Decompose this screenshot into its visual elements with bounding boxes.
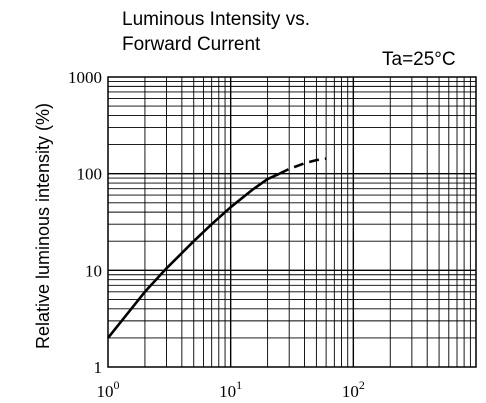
y-tick-label-1000: 1000 [68,68,102,87]
y-tick-label-100: 100 [77,165,103,184]
y-tick-labels: 1 10 100 1000 [68,68,102,377]
x-tick-labels: 100 101 102 [97,378,365,401]
y-tick-label-10: 10 [85,261,102,280]
y-axis-label: Relative luminous intensity (%) [33,103,53,349]
x-tick-label-10-0: 100 [97,378,120,401]
y-tick-label-1: 1 [94,358,103,377]
x-tick-label-10-1: 101 [219,378,242,401]
series-group [106,157,327,339]
series-line-dashed [278,157,327,175]
chart-title-line1: Luminous Intensity vs. [122,9,310,30]
chart-title-line2: Forward Current [122,34,261,55]
plot-frame [107,76,477,368]
x-tick-label-10-2: 102 [342,378,365,401]
temperature-annotation: Ta=25°C [382,49,456,70]
series-line-solid [106,172,281,339]
grid-lines [108,77,476,367]
